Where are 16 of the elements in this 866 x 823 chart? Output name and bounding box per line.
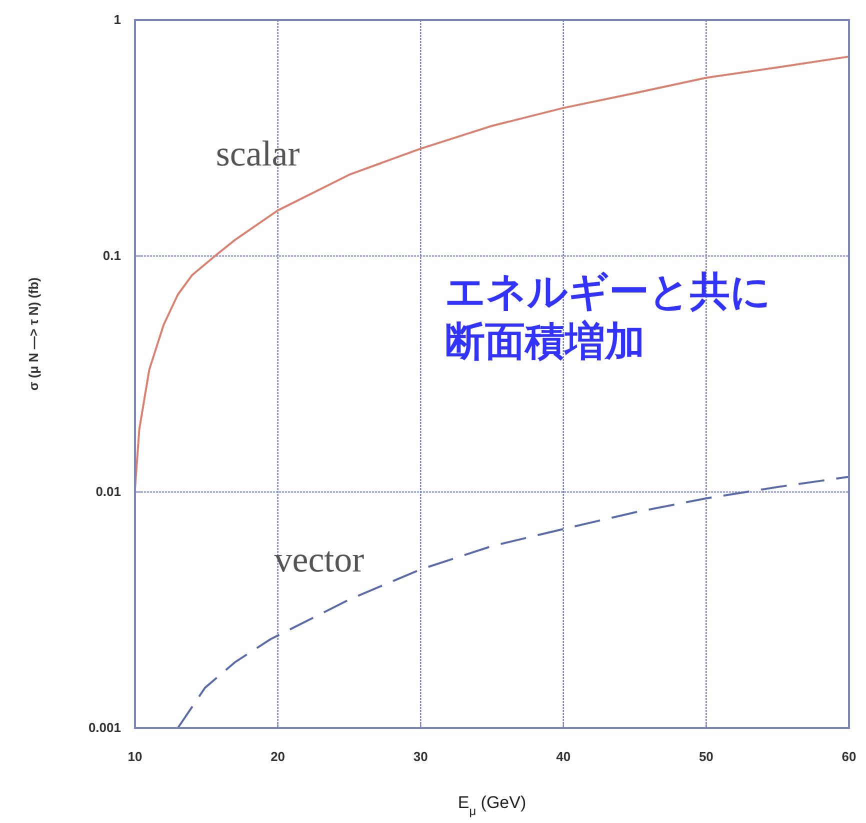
x-tick-label: 50 xyxy=(698,749,714,764)
annotation: エネルギーと共に xyxy=(445,269,771,315)
annotation: 断面積増加 xyxy=(445,319,645,365)
x-tick-label: 10 xyxy=(128,749,142,764)
y-tick-label: 1 xyxy=(114,12,121,27)
x-axis-title: E$_{μ}$ (GeV) xyxy=(458,793,526,818)
series-label: scalar xyxy=(216,133,300,174)
x-tick-label: 40 xyxy=(556,749,571,764)
x-tick-label: 30 xyxy=(413,749,428,764)
series-label: vector xyxy=(274,540,364,580)
y-tick-label: 0.01 xyxy=(96,484,121,499)
x-tick-label: 20 xyxy=(270,749,286,764)
x-tick-label: 60 xyxy=(842,749,856,764)
y-axis-title: σ (μ N —> τ N) (fb) xyxy=(26,277,41,391)
y-tick-label: 0.001 xyxy=(88,720,121,735)
y-tick-label: 0.1 xyxy=(102,248,121,263)
